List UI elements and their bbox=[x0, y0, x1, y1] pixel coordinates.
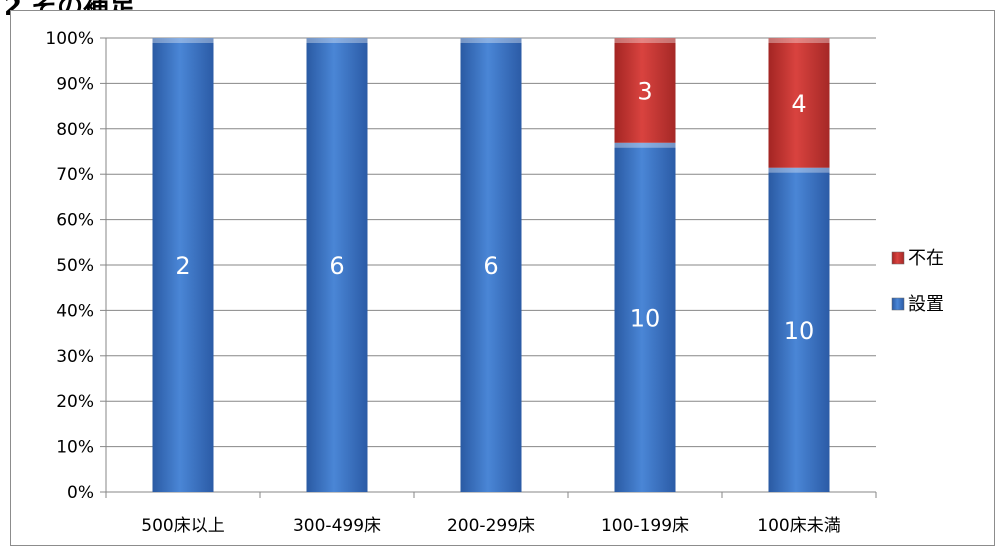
y-tick-label: 100% bbox=[45, 29, 94, 49]
x-tick-label: 500床以上 bbox=[141, 516, 224, 536]
x-tick-label: 100-199床 bbox=[601, 516, 689, 536]
y-tick-label: 80% bbox=[56, 120, 94, 140]
bar-segment-highlight bbox=[152, 38, 214, 43]
bar-segment bbox=[614, 142, 676, 492]
legend-label: 設置 bbox=[908, 294, 944, 315]
bar-segment bbox=[460, 38, 522, 492]
y-tick-label: 20% bbox=[56, 392, 94, 412]
y-tick-label: 60% bbox=[56, 211, 94, 231]
x-tick-label: 100床未満 bbox=[757, 516, 840, 536]
data-label: 10 bbox=[784, 317, 815, 345]
data-label: 6 bbox=[483, 252, 498, 280]
y-tick-label: 90% bbox=[56, 74, 94, 94]
data-label: 6 bbox=[329, 252, 344, 280]
legend-label: 不在 bbox=[908, 248, 944, 269]
y-tick-label: 10% bbox=[56, 438, 94, 458]
bar-segment bbox=[306, 38, 368, 492]
bar-segment-highlight bbox=[614, 142, 676, 148]
y-tick-label: 0% bbox=[67, 483, 94, 503]
data-label: 3 bbox=[637, 77, 652, 105]
y-tick-label: 70% bbox=[56, 165, 94, 185]
bar-segment-highlight bbox=[768, 38, 830, 43]
legend-swatch bbox=[891, 297, 905, 311]
data-label: 2 bbox=[175, 252, 190, 280]
legend-swatch bbox=[891, 251, 905, 265]
bar-segment bbox=[614, 38, 676, 143]
x-tick-label: 200-299床 bbox=[447, 516, 535, 536]
x-tick-label: 300-499床 bbox=[293, 516, 381, 536]
y-tick-label: 50% bbox=[56, 256, 94, 276]
bar-segment-highlight bbox=[614, 38, 676, 43]
bar-segment bbox=[152, 38, 214, 492]
data-label: 4 bbox=[791, 90, 806, 118]
bar-segment-highlight bbox=[460, 38, 522, 43]
bar-segment bbox=[768, 167, 830, 492]
y-tick-label: 40% bbox=[56, 301, 94, 321]
bar-segment bbox=[768, 38, 830, 168]
bar-segment-highlight bbox=[768, 167, 830, 173]
bar-segment-highlight bbox=[306, 38, 368, 43]
data-label: 10 bbox=[630, 304, 661, 332]
y-tick-label: 30% bbox=[56, 347, 94, 367]
